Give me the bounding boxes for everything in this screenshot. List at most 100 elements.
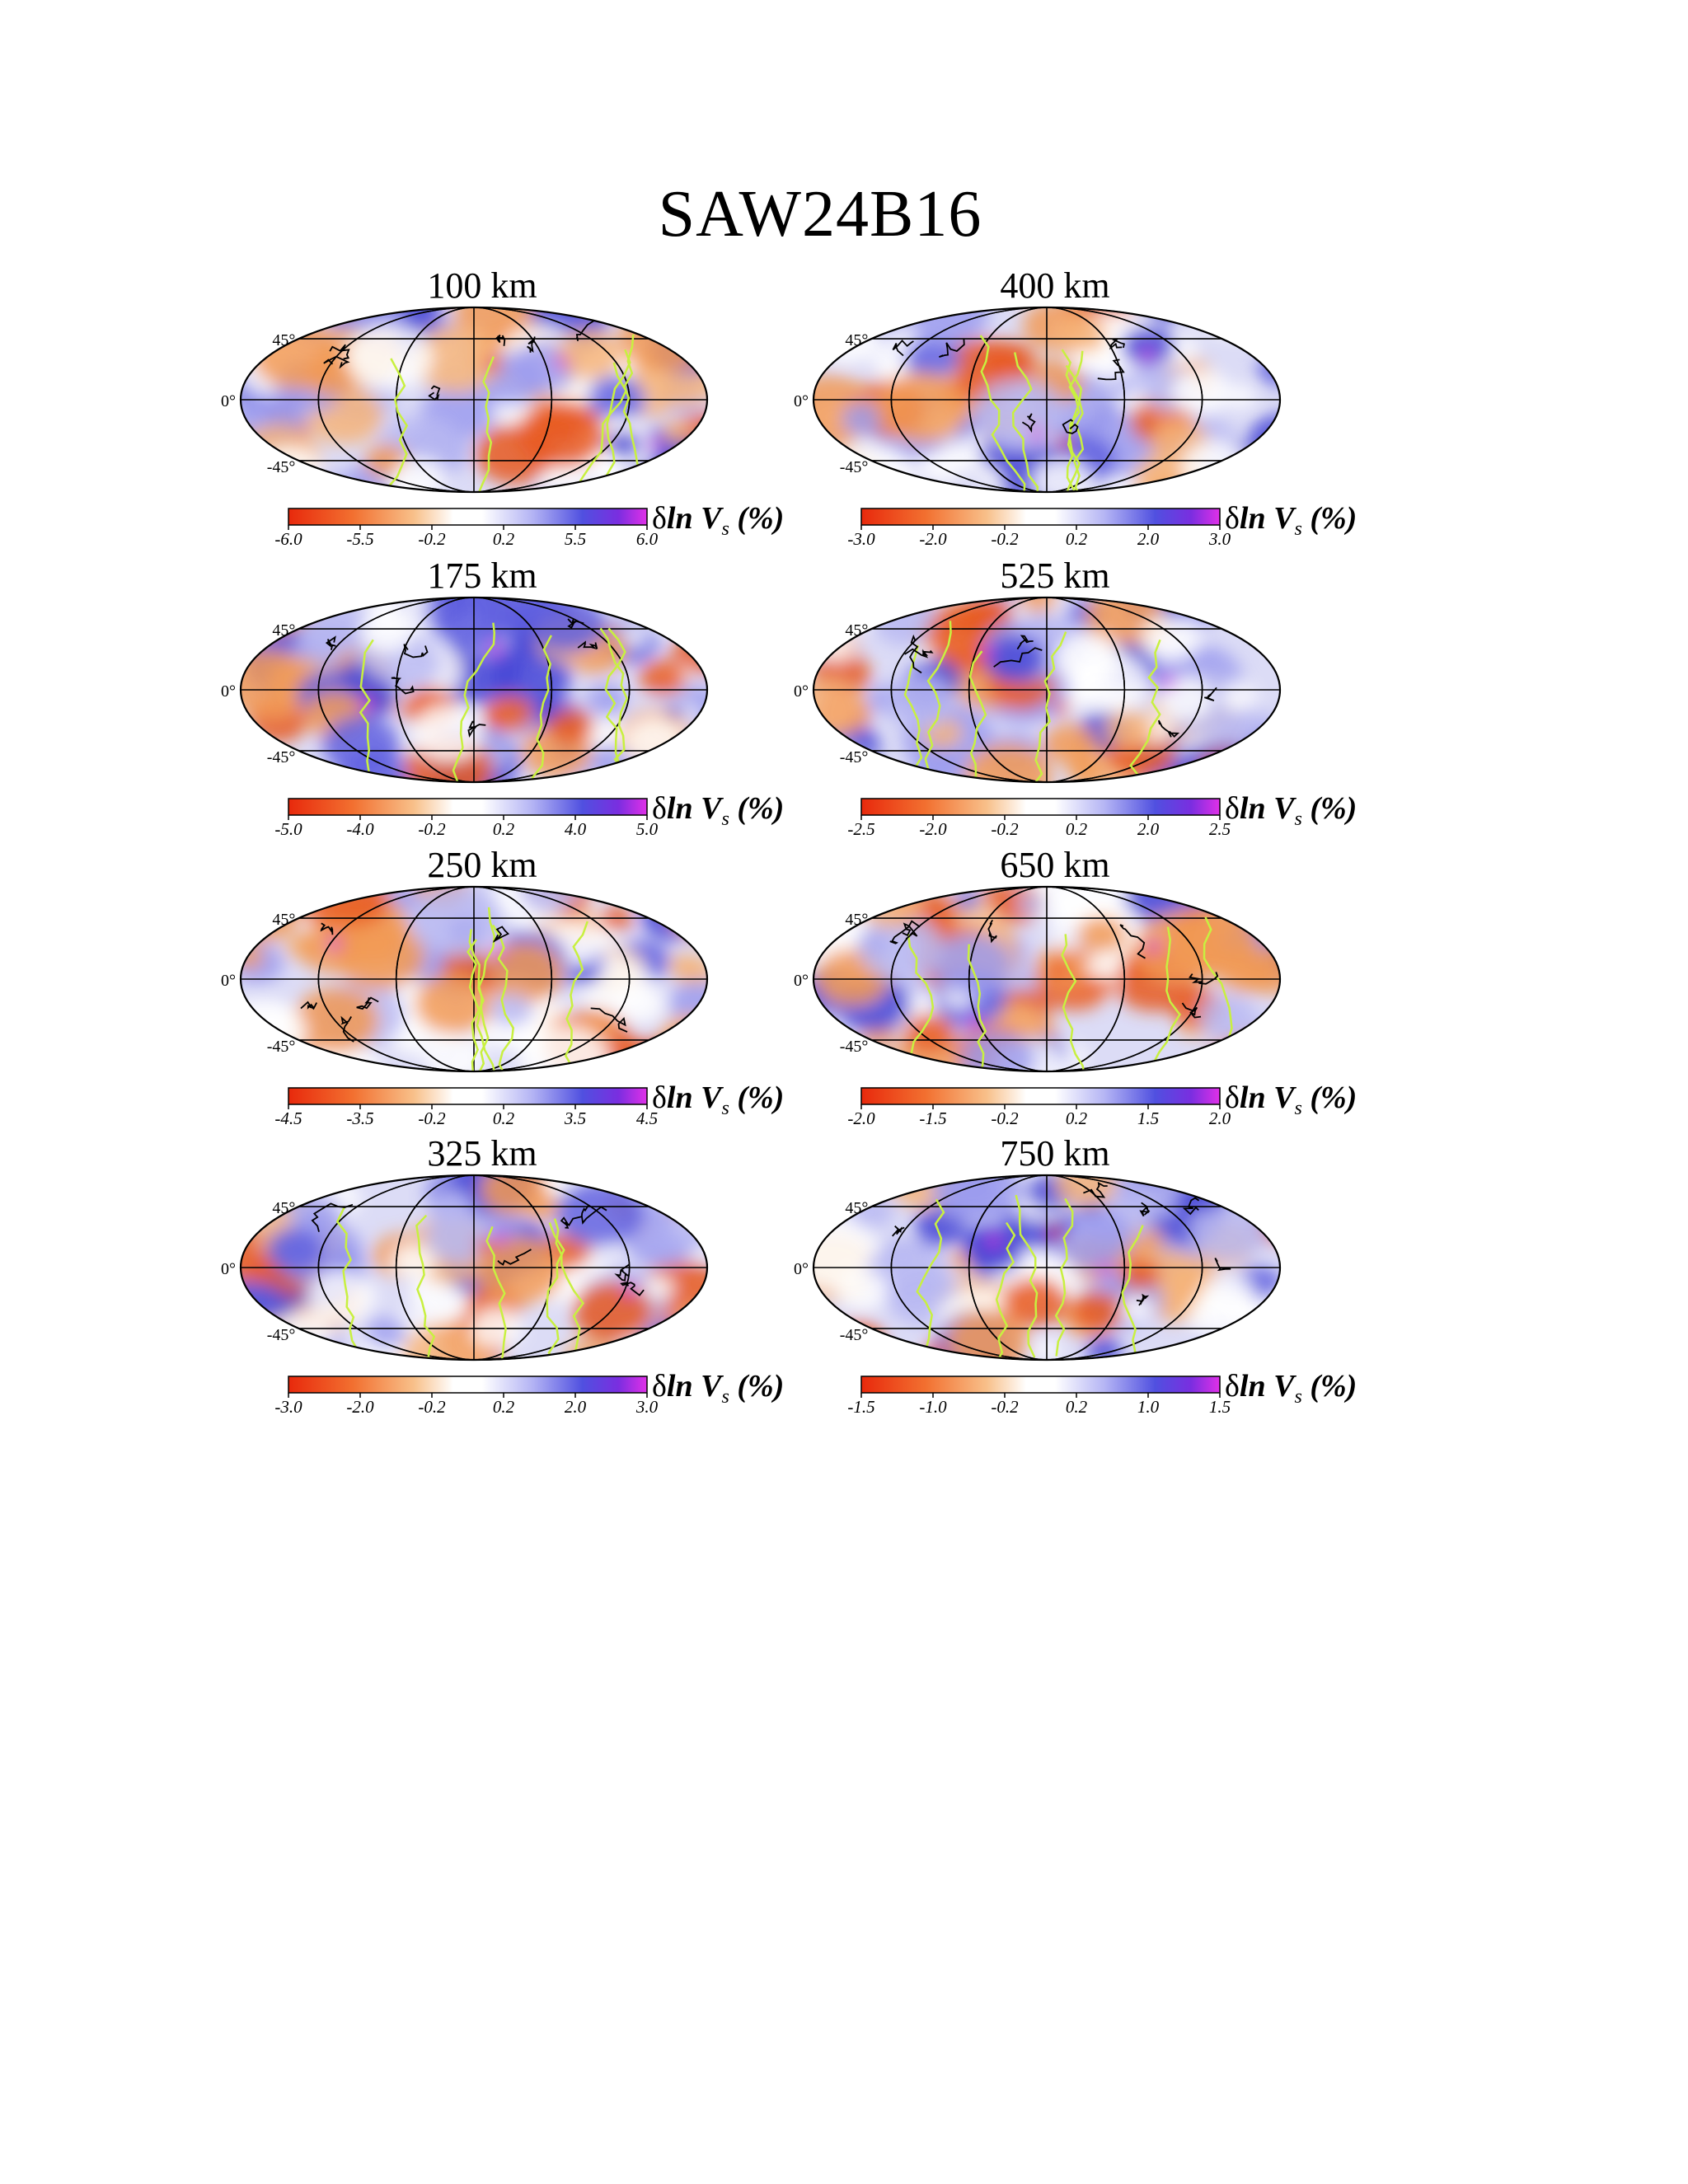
- panel-175-km: 175 km 45° 0° -45° -5.0 -4.0 -0.2 0.2 4.0 5.0δln …: [221, 555, 784, 839]
- coastline: [1181, 1002, 1202, 1019]
- colorbar-label: δln Vs (%): [1225, 1369, 1357, 1408]
- colorbar-tick-label: -4.5: [274, 1108, 302, 1128]
- plate-boundary: [982, 1221, 1016, 1360]
- coastline: [620, 1282, 645, 1296]
- latitude-label: 45°: [272, 1199, 295, 1217]
- plate-boundary: [1062, 350, 1084, 492]
- colorbar-label: δln Vs (%): [652, 501, 784, 540]
- coastline: [391, 677, 415, 695]
- map-outline: [812, 1174, 1282, 1361]
- map-outline: [239, 596, 709, 784]
- coastline: [590, 1007, 628, 1033]
- coastline: [320, 922, 334, 935]
- map-outline: [239, 885, 709, 1073]
- coastline: [1109, 338, 1125, 350]
- map-outline: [812, 885, 1282, 1073]
- latitude-label: 0°: [221, 392, 236, 410]
- coastline: [1083, 1181, 1108, 1198]
- coastline: [311, 1202, 354, 1232]
- coastline: [892, 1226, 905, 1237]
- coastline: [1016, 635, 1034, 650]
- colorbar-tick-label: 0.2: [1066, 1397, 1088, 1417]
- colorbar-tick-label: -3.0: [847, 529, 875, 549]
- latitude-label: 0°: [794, 1260, 809, 1278]
- colorbar-tick-label: -6.0: [274, 529, 302, 549]
- plate-boundary: [546, 1222, 565, 1360]
- latitude-label: -45°: [840, 1038, 869, 1056]
- latitude-label: -45°: [840, 748, 869, 766]
- plate-boundary: [531, 635, 553, 782]
- plate-boundary: [485, 1226, 508, 1360]
- coastline: [497, 1249, 532, 1266]
- colorbar-label: δln Vs (%): [1225, 791, 1357, 830]
- latitude-label: -45°: [840, 1326, 869, 1344]
- colorbar-tick-label: -1.5: [919, 1108, 946, 1128]
- colorbar-tick-label: -1.5: [847, 1397, 874, 1417]
- coastline: [329, 344, 350, 360]
- plate-boundary: [1011, 352, 1047, 492]
- coastline: [492, 926, 510, 943]
- colorbar-tick-label: -3.5: [346, 1108, 373, 1128]
- plate-boundary: [919, 621, 952, 782]
- coastline: [1203, 687, 1217, 701]
- latitude-label: 0°: [794, 392, 809, 410]
- colorbar-tick-label: 4.5: [636, 1108, 658, 1128]
- depth-label: 175 km: [427, 555, 537, 596]
- plate-boundary: [1065, 364, 1083, 492]
- plate-boundary: [1121, 1225, 1144, 1360]
- latitude-label: 0°: [221, 682, 236, 701]
- plate-boundary: [475, 907, 496, 1071]
- colorbar-tick-label: 2.0: [1137, 819, 1160, 839]
- colorbar-tick-label: -1.0: [919, 1397, 947, 1417]
- depth-label: 250 km: [427, 845, 537, 885]
- colorbar-label: δln Vs (%): [1225, 1080, 1357, 1119]
- plate-boundary: [553, 1218, 587, 1360]
- coastline: [560, 1216, 582, 1229]
- colorbar-tick-label: -0.2: [418, 1108, 446, 1128]
- panel-100-km: 100 km 45° 0° -45° -6.0 -5.5 -0.2 0.2 5.5 6.0δln …: [221, 265, 784, 549]
- plate-boundary: [476, 356, 495, 492]
- coastline: [323, 355, 350, 369]
- coastline: [1139, 1202, 1151, 1217]
- latitude-label: 45°: [272, 331, 295, 349]
- colorbar-tick-label: 1.5: [1137, 1108, 1159, 1128]
- colorbar-tick-label: 0.2: [493, 1397, 515, 1417]
- colorbar-tick-label: 0.2: [1066, 529, 1088, 549]
- coastline: [1158, 719, 1180, 738]
- latitude-label: -45°: [840, 458, 869, 476]
- plate-boundary: [387, 358, 409, 492]
- colorbar-tick-label: 0.2: [493, 1108, 515, 1128]
- coastline: [403, 644, 429, 658]
- colorbar-tick-label: -4.0: [346, 819, 374, 839]
- plate-boundary: [1027, 631, 1067, 782]
- plate-boundary: [1015, 1194, 1039, 1358]
- colorbar-tick-label: -2.0: [919, 819, 947, 839]
- latitude-label: 0°: [794, 682, 809, 701]
- coastline: [580, 1205, 607, 1225]
- coastline: [300, 1001, 317, 1010]
- colorbar-tick-label: 3.5: [564, 1108, 586, 1128]
- plate-boundary: [335, 1207, 359, 1360]
- plate-boundary: [564, 921, 588, 1071]
- latitude-label: 45°: [845, 1199, 868, 1217]
- figure-title: SAW24B16: [658, 178, 982, 251]
- colorbar-tick-label: 3.0: [1208, 529, 1231, 549]
- colorbar-label: δln Vs (%): [652, 791, 784, 830]
- coastline: [1097, 359, 1125, 381]
- latitude-label: -45°: [267, 458, 296, 476]
- latitude-label: 45°: [845, 911, 868, 929]
- velocity-map: [814, 887, 1280, 1071]
- latitude-label: 0°: [221, 1260, 236, 1278]
- latitude-label: -45°: [267, 748, 296, 766]
- coastline: [1119, 924, 1146, 959]
- coastline: [494, 334, 506, 346]
- coastline: [428, 385, 441, 401]
- coastline: [987, 919, 997, 944]
- colorbar-tick-label: 0.2: [1066, 819, 1088, 839]
- coastline: [904, 648, 934, 658]
